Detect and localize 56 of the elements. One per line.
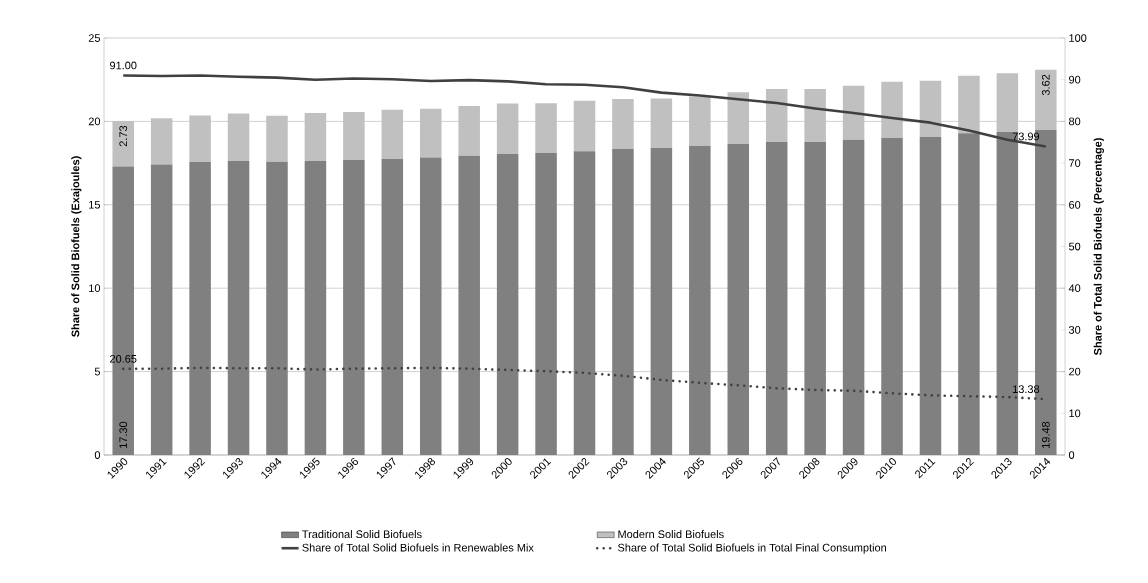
- y2-tick-label: 0: [1068, 451, 1075, 459]
- y-tick-label: 10: [89, 284, 101, 293]
- y-axis-title: Share of Solid Biofuels (Exajoules): [71, 156, 82, 337]
- data-label: 2.73: [119, 125, 128, 147]
- line-series: [121, 74, 1048, 148]
- data-label: 17.30: [119, 421, 128, 448]
- legend-label: Share of Total Solid Biofuels in Renewables Mix: [302, 543, 534, 552]
- bar: [804, 89, 826, 142]
- bar: [573, 100, 596, 152]
- bar: [304, 112, 327, 161]
- bar: [227, 113, 250, 161]
- bar: [689, 96, 711, 146]
- bar: [765, 89, 788, 142]
- y2-tick-label: 10: [1069, 409, 1081, 418]
- bar: [650, 98, 673, 149]
- bar: [458, 105, 480, 156]
- bar: [535, 103, 557, 154]
- bar: [496, 103, 519, 155]
- bar: [842, 85, 865, 140]
- y-tick-label: 0: [94, 451, 101, 459]
- y2-tick-label: 20: [1069, 367, 1081, 376]
- bar: [343, 111, 365, 160]
- bar: [727, 92, 750, 145]
- y2-tick-label: 90: [1069, 75, 1081, 84]
- legend-label: Traditional Solid Biofuels: [302, 530, 422, 539]
- y2-tick-label: 40: [1068, 284, 1081, 293]
- bar: [612, 98, 634, 149]
- y-tick-label: 5: [94, 367, 101, 376]
- bar: [881, 81, 903, 139]
- bar: [189, 115, 211, 162]
- data-label: 19.48: [1041, 421, 1050, 448]
- bar: [150, 118, 173, 165]
- y2-tick-label: 70: [1069, 159, 1081, 167]
- legend-label: Modern Solid Biofuels: [618, 530, 724, 539]
- bar: [112, 120, 134, 167]
- y2-tick-label: 50: [1068, 242, 1081, 251]
- bar: [1035, 69, 1057, 131]
- bar: [958, 75, 980, 134]
- data-label: 3.62: [1041, 74, 1050, 96]
- bar: [381, 109, 404, 159]
- y2-tick-label: 60: [1069, 200, 1081, 209]
- bar: [919, 80, 942, 137]
- y2-tick-label: 100: [1069, 34, 1087, 42]
- bar: [419, 108, 442, 158]
- bar: [266, 115, 288, 162]
- y-tick-label: 20: [88, 117, 101, 126]
- y-tick-label: 25: [88, 34, 101, 42]
- bar: [996, 73, 1019, 132]
- y2-axis-title: Share of Total Solid Biofuels (Percentage): [1093, 138, 1104, 356]
- legend-label: Share of Total Solid Biofuels in Total Final Consumption: [618, 543, 886, 554]
- y2-tick-label: 80: [1069, 117, 1081, 126]
- y-tick-label: 15: [89, 200, 101, 209]
- y2-tick-label: 30: [1068, 326, 1081, 334]
- data-label: 73.99: [1012, 132, 1040, 141]
- data-label: 91.00: [110, 61, 137, 70]
- data-label: 13.38: [1013, 385, 1040, 394]
